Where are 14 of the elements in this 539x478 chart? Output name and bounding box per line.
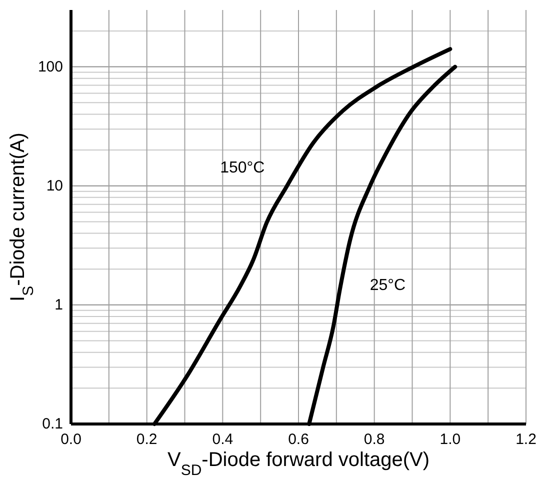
series-label: 25°C: [370, 276, 406, 294]
series-label: 150°C: [220, 159, 265, 176]
x-tick-label: 0.6: [288, 431, 309, 448]
x-axis-title: V$_{SD}$-Diode forward voltage(V): [167, 449, 430, 478]
x-tick-label: 0.4: [212, 431, 234, 448]
y-tick-label: 100: [38, 58, 63, 76]
x-tick-label: 0.8: [364, 431, 385, 448]
y-tick-label: 1: [54, 296, 63, 314]
y-tick-label: 10: [46, 177, 63, 194]
x-tick-label: 1.0: [440, 431, 461, 448]
x-tick-label: 0.0: [60, 431, 82, 448]
y-tick-label: 0.1: [42, 416, 63, 432]
x-tick-label: 1.2: [516, 431, 536, 448]
x-tick-label: 0.2: [136, 431, 158, 448]
